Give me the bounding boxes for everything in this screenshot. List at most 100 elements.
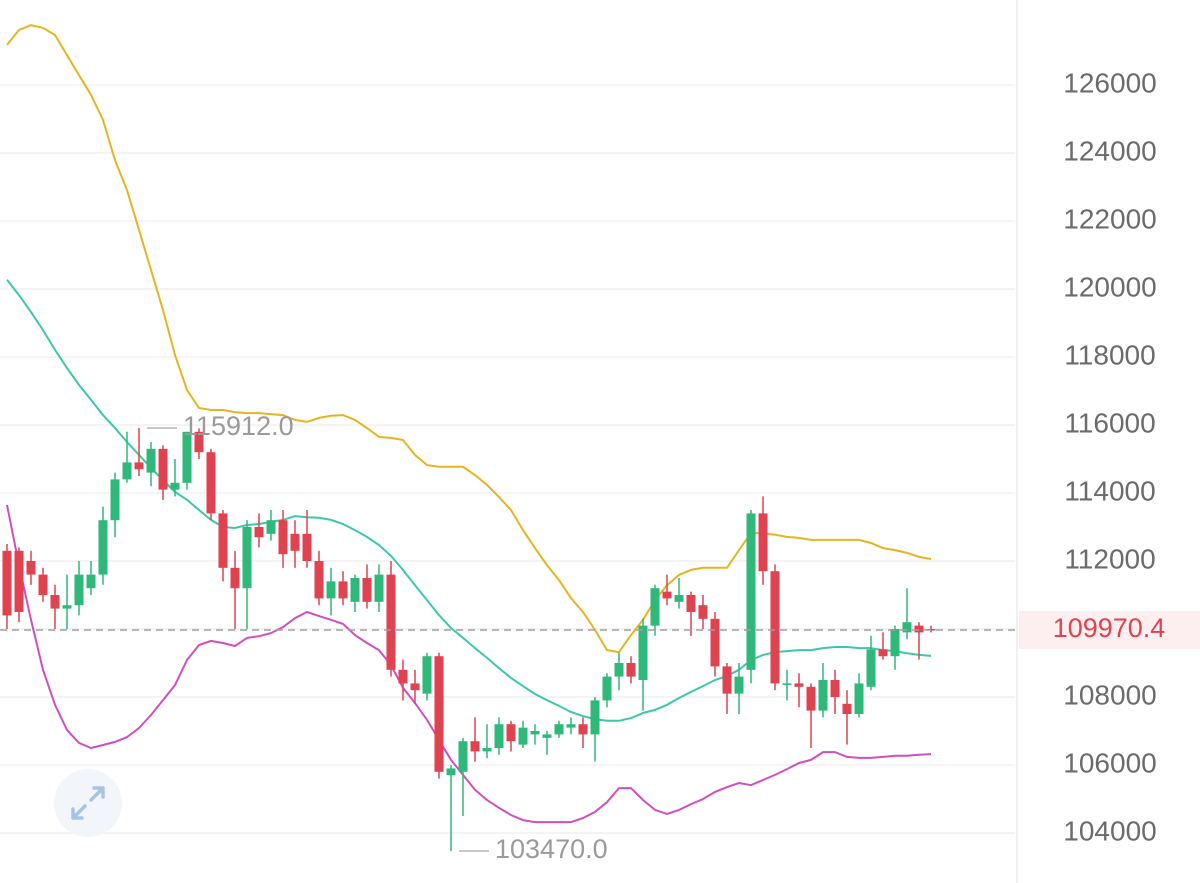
expand-button-bg[interactable] xyxy=(54,769,122,837)
candle-body xyxy=(122,462,132,480)
candle-body xyxy=(818,680,828,711)
candle-body xyxy=(314,561,324,599)
candle-body xyxy=(614,663,624,677)
annotation-label: 115912.0 xyxy=(183,411,294,441)
candle-body xyxy=(26,561,36,575)
candle-body xyxy=(254,527,264,538)
candle-body xyxy=(662,591,672,599)
y-tick-label: 114000 xyxy=(1064,475,1155,506)
overlay: 115912.0 103470.0 109970.4 xyxy=(0,411,1200,864)
last-price-box xyxy=(1019,611,1200,650)
candle-body xyxy=(854,683,864,715)
candles xyxy=(2,428,936,852)
candle-body xyxy=(542,734,552,738)
candle-body xyxy=(638,625,648,681)
candle-body xyxy=(650,588,660,626)
candle-body xyxy=(710,618,720,667)
candle-body xyxy=(170,482,180,490)
candle-body xyxy=(890,629,900,657)
y-tick-label: 126000 xyxy=(1063,67,1156,98)
candle-body xyxy=(374,574,384,602)
candle-body xyxy=(62,605,72,609)
candle-body xyxy=(878,649,888,657)
last-price-label: 109970.4 xyxy=(1053,613,1166,643)
candle-body xyxy=(686,595,696,613)
y-tick-label: 112000 xyxy=(1064,543,1155,574)
candle-body xyxy=(2,550,12,616)
candle-body xyxy=(506,724,516,742)
y-tick-label: 118000 xyxy=(1064,339,1155,370)
candle-body xyxy=(734,676,744,694)
candle-body xyxy=(134,462,144,470)
candle-body xyxy=(794,683,804,687)
candle-body xyxy=(38,574,48,596)
candle-body xyxy=(362,578,372,602)
y-tick-label: 124000 xyxy=(1063,135,1156,166)
candle-body xyxy=(338,581,348,599)
candle-body xyxy=(530,731,540,735)
candle-body xyxy=(626,663,636,677)
candle-body xyxy=(110,479,120,521)
candle-body xyxy=(290,533,300,551)
candle-body xyxy=(74,574,84,606)
candle-body xyxy=(830,680,840,698)
candle-body xyxy=(242,527,252,589)
candle-body xyxy=(842,703,852,715)
y-tick-label: 104000 xyxy=(1063,815,1156,846)
candle-body xyxy=(722,666,732,694)
candle-body xyxy=(146,448,156,473)
candle-body xyxy=(422,656,432,694)
candle-body xyxy=(14,550,24,613)
y-tick-label: 122000 xyxy=(1063,203,1156,234)
expand-arrow xyxy=(71,804,87,820)
candle-body xyxy=(182,431,192,483)
candle-body xyxy=(326,581,336,599)
candle-body xyxy=(398,669,408,684)
candle-body xyxy=(446,768,456,776)
candle-body xyxy=(158,448,168,490)
candle-body xyxy=(866,649,876,687)
candle-body xyxy=(98,520,108,575)
candle-body xyxy=(206,452,216,514)
candle-body xyxy=(350,578,360,602)
candle-body xyxy=(590,700,600,735)
candle-body xyxy=(698,605,708,619)
candle-body xyxy=(494,724,504,749)
band-line xyxy=(6,24,932,654)
candle-body xyxy=(770,571,780,684)
candle-body xyxy=(230,567,240,589)
candle-body xyxy=(266,520,276,534)
y-tick-label: 106000 xyxy=(1063,747,1156,778)
y-tick-label: 120000 xyxy=(1063,271,1156,302)
candle-body xyxy=(302,533,312,562)
candle-body xyxy=(482,748,492,752)
candle-body xyxy=(50,595,60,609)
candle-body xyxy=(386,574,396,670)
candle-body xyxy=(782,683,792,685)
candle-body xyxy=(194,431,204,453)
candle-body xyxy=(902,622,912,633)
band-line xyxy=(6,504,932,824)
candle-body xyxy=(758,513,768,572)
expand-button[interactable] xyxy=(54,769,122,837)
candle-body xyxy=(434,656,444,772)
grid: 1040001060001080001100001120001140001160… xyxy=(0,67,1157,846)
candle-body xyxy=(578,724,588,735)
candle-body xyxy=(458,741,468,772)
candle-body xyxy=(218,513,228,568)
candle-body xyxy=(470,741,480,752)
candle-body xyxy=(566,724,576,728)
candle-body xyxy=(278,520,288,555)
candle-body xyxy=(86,574,96,589)
candle-body xyxy=(518,727,528,745)
candle-body xyxy=(746,513,756,670)
candle-body xyxy=(602,676,612,701)
expand-icon xyxy=(71,786,105,820)
candle-body xyxy=(914,625,924,633)
y-tick-label: 116000 xyxy=(1064,407,1155,438)
candle-body xyxy=(554,724,564,735)
candle-body xyxy=(410,683,420,691)
